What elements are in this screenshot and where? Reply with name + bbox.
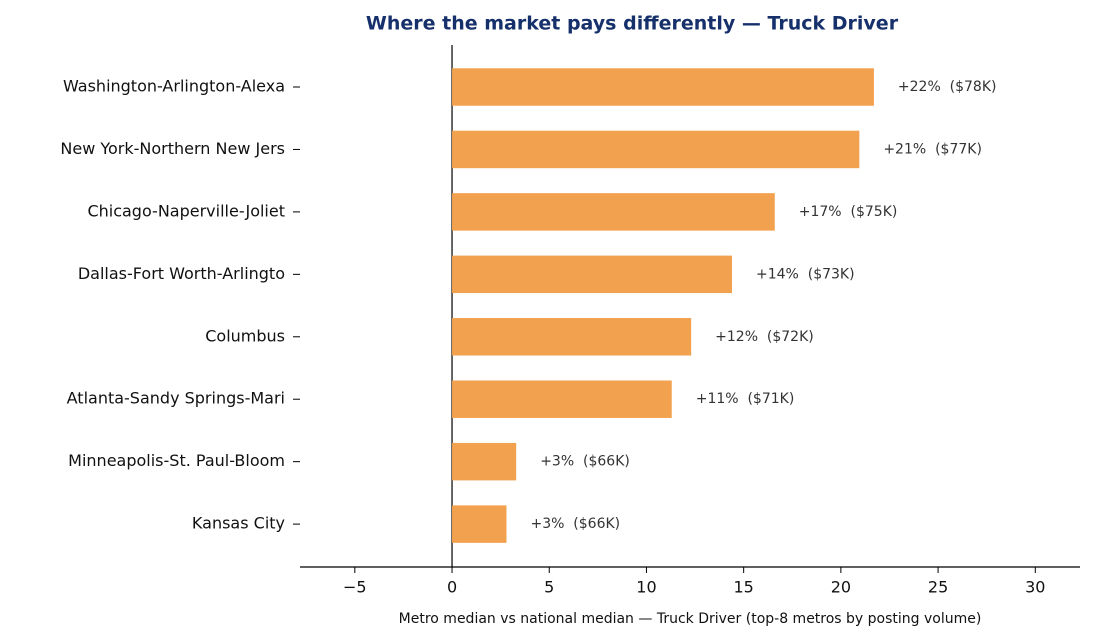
value-label: +3% ($66K) bbox=[530, 516, 620, 532]
bar bbox=[452, 380, 672, 418]
x-tick-label: 0 bbox=[447, 578, 457, 597]
y-tick-label: Minneapolis-St. Paul-Bloom bbox=[68, 451, 285, 470]
bar bbox=[452, 505, 507, 543]
y-tick-label: Chicago-Naperville-Joliet bbox=[87, 201, 285, 220]
bar bbox=[452, 193, 775, 231]
value-label: +11% ($71K) bbox=[696, 391, 795, 407]
x-tick-label: 20 bbox=[831, 578, 851, 597]
x-tick-label: 30 bbox=[1025, 578, 1045, 597]
chart-title: Where the market pays differently — Truc… bbox=[366, 13, 899, 35]
value-label: +17% ($75K) bbox=[799, 204, 898, 220]
x-tick-label: −5 bbox=[343, 578, 367, 597]
value-label: +22% ($78K) bbox=[898, 79, 997, 95]
x-axis-label: Metro median vs national median — Truck … bbox=[399, 611, 982, 627]
value-label: +21% ($77K) bbox=[883, 141, 982, 157]
x-tick-label: 15 bbox=[733, 578, 753, 597]
value-label: +14% ($73K) bbox=[756, 266, 855, 282]
x-tick-label: 10 bbox=[636, 578, 656, 597]
y-tick-label: Columbus bbox=[205, 326, 285, 345]
y-tick-label: Dallas-Fort Worth-Arlingto bbox=[78, 264, 285, 283]
y-tick-label: Washington-Arlington-Alexa bbox=[63, 77, 285, 96]
y-tick-label: Atlanta-Sandy Springs-Mari bbox=[67, 389, 285, 408]
x-tick-label: 25 bbox=[928, 578, 948, 597]
bar bbox=[452, 68, 874, 106]
bar bbox=[452, 442, 517, 481]
y-tick-label: New York-Northern New Jers bbox=[60, 139, 285, 158]
value-label: +12% ($72K) bbox=[715, 329, 814, 345]
value-label: +3% ($66K) bbox=[540, 454, 630, 470]
bar bbox=[452, 130, 860, 169]
bar bbox=[452, 255, 732, 294]
bar bbox=[452, 318, 692, 356]
y-tick-label: Kansas City bbox=[192, 514, 285, 533]
x-tick-label: 5 bbox=[544, 578, 554, 597]
